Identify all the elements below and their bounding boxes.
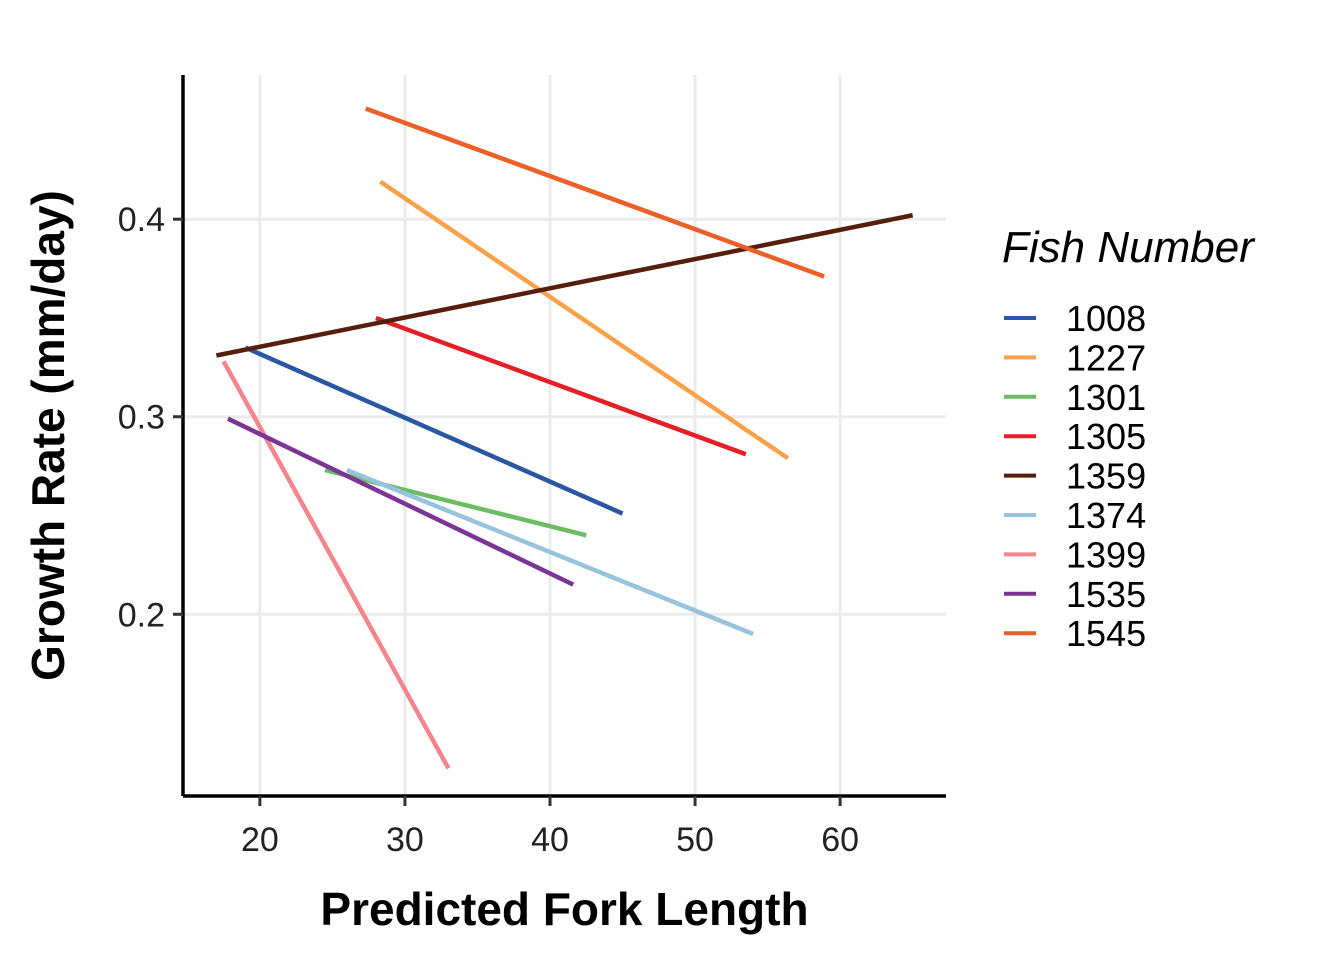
series-line-1399: [221, 360, 451, 770]
legend-label-1535: 1535: [1066, 574, 1146, 615]
legend: Fish Number 1008122713011305135913741399…: [1002, 223, 1256, 654]
legend-label-1305: 1305: [1066, 416, 1146, 457]
grid: [183, 75, 946, 796]
series-line-1305: [375, 315, 747, 457]
y-axis-title: Growth Rate (mm/day): [22, 190, 74, 681]
legend-label-1301: 1301: [1066, 377, 1146, 418]
series-lines: [215, 106, 914, 770]
y-tick-label: 0.4: [118, 201, 165, 239]
legend-label-1545: 1545: [1066, 613, 1146, 654]
y-tick-label: 0.3: [118, 399, 165, 437]
series-line-1008: [244, 345, 624, 516]
series-line-1374: [346, 467, 754, 637]
legend-label-1359: 1359: [1066, 456, 1146, 497]
x-tick-label: 50: [676, 821, 714, 859]
legend-title: Fish Number: [1002, 223, 1256, 272]
legend-label-1399: 1399: [1066, 534, 1146, 575]
series-line-1535: [226, 416, 575, 587]
legend-label-1008: 1008: [1066, 298, 1146, 339]
x-tick-label: 20: [241, 821, 279, 859]
y-tick-label: 0.2: [118, 596, 165, 634]
x-tick-label: 60: [821, 821, 859, 859]
series-line-1359: [215, 213, 914, 358]
series-line-1545: [364, 106, 825, 279]
x-axis-title: Predicted Fork Length: [320, 883, 808, 935]
series-line-1227: [379, 179, 790, 461]
legend-label-1374: 1374: [1066, 495, 1146, 536]
axes: [181, 75, 946, 798]
legend-label-1227: 1227: [1066, 337, 1146, 378]
x-tick-label: 40: [531, 821, 569, 859]
ticks: 20 30 40 50 60 0.2 0.3 0.4: [118, 201, 859, 859]
x-tick-label: 30: [386, 821, 424, 859]
